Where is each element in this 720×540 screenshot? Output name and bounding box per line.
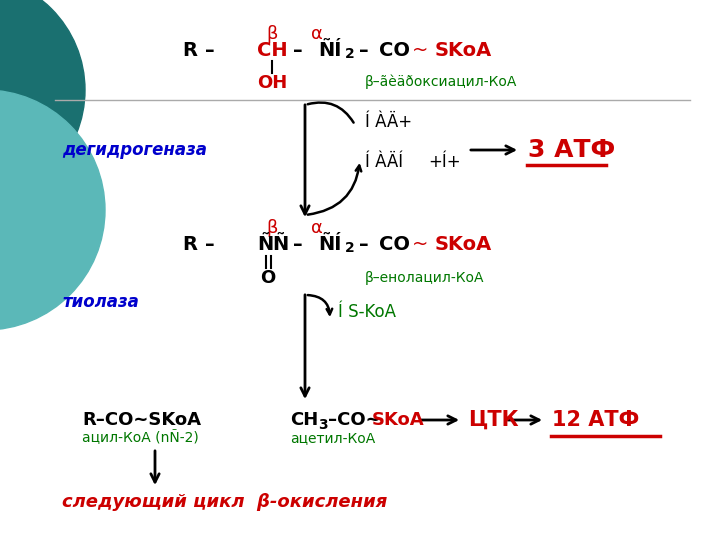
Text: ÑÍ: ÑÍ xyxy=(318,40,342,59)
Text: Ñ: Ñ xyxy=(257,234,273,253)
Text: –: – xyxy=(205,234,215,253)
Text: R–CO~SKoA: R–CO~SKoA xyxy=(82,411,201,429)
Text: R: R xyxy=(182,40,197,59)
Text: SKoA: SKoA xyxy=(372,411,425,429)
Text: β: β xyxy=(266,219,278,237)
Text: дегидрогеназа: дегидрогеназа xyxy=(62,141,207,159)
Text: R: R xyxy=(182,234,197,253)
Text: Ñ: Ñ xyxy=(272,234,288,253)
Text: CH: CH xyxy=(290,411,318,429)
Text: ~: ~ xyxy=(412,40,428,59)
Text: ЦТК: ЦТК xyxy=(468,410,518,430)
Text: 2: 2 xyxy=(345,47,355,61)
Text: α: α xyxy=(311,219,323,237)
Text: β–енолацил-КоА: β–енолацил-КоА xyxy=(365,271,485,285)
Circle shape xyxy=(0,90,105,330)
Text: ~: ~ xyxy=(412,234,428,253)
Text: –CO~: –CO~ xyxy=(328,411,381,429)
Text: –: – xyxy=(205,40,215,59)
Text: Í ÀÄ+: Í ÀÄ+ xyxy=(365,113,412,131)
Text: β: β xyxy=(266,25,278,43)
Text: α: α xyxy=(311,25,323,43)
Text: Í ÀÄÍ: Í ÀÄÍ xyxy=(365,153,403,171)
Circle shape xyxy=(0,0,85,205)
Text: –: – xyxy=(359,40,369,59)
Text: CO: CO xyxy=(379,40,410,59)
Text: 3 АТФ: 3 АТФ xyxy=(528,138,616,162)
Text: –: – xyxy=(293,234,303,253)
Text: SKoA: SKoA xyxy=(435,234,492,253)
Text: ацил-КоА (nÑ-2): ацил-КоА (nÑ-2) xyxy=(82,430,199,445)
Text: CH: CH xyxy=(257,40,287,59)
Text: SKoA: SKoA xyxy=(435,40,492,59)
Text: 12 АТФ: 12 АТФ xyxy=(552,410,639,430)
Text: ÑÍ: ÑÍ xyxy=(318,234,342,253)
Text: 2: 2 xyxy=(345,241,355,255)
Text: ацетил-КоА: ацетил-КоА xyxy=(290,431,375,445)
Text: OH: OH xyxy=(257,74,287,92)
Text: O: O xyxy=(261,269,276,287)
Text: –: – xyxy=(293,40,303,59)
Text: 3: 3 xyxy=(318,418,328,432)
Text: CO: CO xyxy=(379,234,410,253)
Text: –: – xyxy=(359,234,369,253)
Text: β–ãèäðоксиацил-КоА: β–ãèäðоксиацил-КоА xyxy=(365,75,518,89)
Text: следующий цикл  β-окисления: следующий цикл β-окисления xyxy=(62,493,387,511)
Text: +Í+: +Í+ xyxy=(428,153,461,171)
Text: Í S-KoA: Í S-KoA xyxy=(338,303,396,321)
Text: тиолаза: тиолаза xyxy=(62,293,139,311)
